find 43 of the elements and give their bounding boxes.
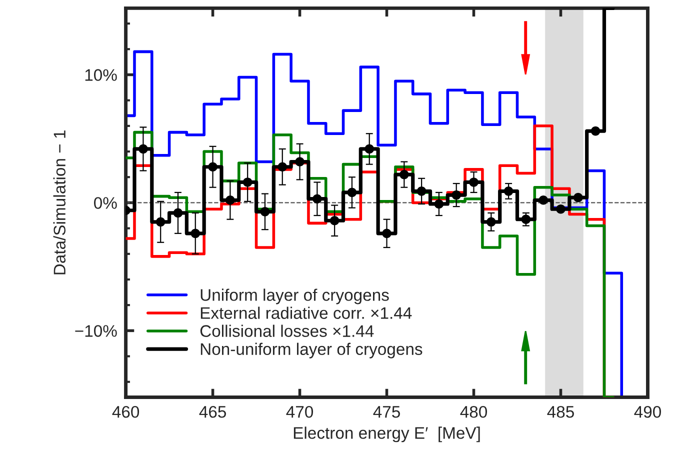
point bbox=[400, 170, 409, 180]
point bbox=[590, 126, 600, 136]
point bbox=[312, 194, 322, 204]
point bbox=[504, 186, 514, 196]
point bbox=[330, 216, 340, 226]
point bbox=[347, 188, 357, 198]
x-tick-label: 490 bbox=[634, 406, 661, 418]
y-tick-label: −10% bbox=[75, 325, 117, 337]
point bbox=[556, 204, 566, 214]
x-axis-title: Electron energy E′ [MeV] bbox=[294, 426, 480, 442]
y-tick-label: 10% bbox=[85, 69, 117, 81]
point bbox=[208, 162, 218, 172]
point bbox=[469, 178, 478, 187]
legend-label: External radiative corr. ×1.44 bbox=[200, 306, 412, 319]
x-tick-label: 465 bbox=[199, 406, 226, 418]
x-tick-label: 470 bbox=[286, 406, 314, 418]
point bbox=[138, 144, 148, 154]
point bbox=[242, 178, 252, 187]
x-tick-label: 460 bbox=[112, 406, 140, 418]
point bbox=[173, 208, 183, 218]
x-tick-label: 480 bbox=[460, 406, 488, 418]
point bbox=[573, 192, 583, 202]
x-tick-label: 485 bbox=[547, 406, 574, 418]
x-tick-label: 475 bbox=[373, 406, 400, 418]
point bbox=[190, 228, 200, 238]
point bbox=[382, 228, 392, 238]
point bbox=[538, 195, 548, 205]
point bbox=[434, 199, 444, 209]
point bbox=[156, 217, 166, 227]
point bbox=[226, 195, 235, 205]
point bbox=[452, 190, 462, 200]
y-axis-title: Data/Simulation − 1 bbox=[53, 130, 66, 274]
point bbox=[260, 207, 270, 216]
point bbox=[416, 186, 426, 196]
legend-label: Non-uniform layer of cryogens bbox=[200, 342, 422, 358]
legend-label: Collisional losses ×1.44 bbox=[200, 324, 374, 337]
point bbox=[295, 157, 304, 166]
legend-label: Uniform layer of cryogens bbox=[200, 288, 389, 304]
point bbox=[364, 144, 374, 154]
point bbox=[486, 217, 496, 227]
point bbox=[521, 214, 531, 224]
point bbox=[278, 162, 288, 172]
y-tick-label: 0% bbox=[94, 197, 117, 209]
